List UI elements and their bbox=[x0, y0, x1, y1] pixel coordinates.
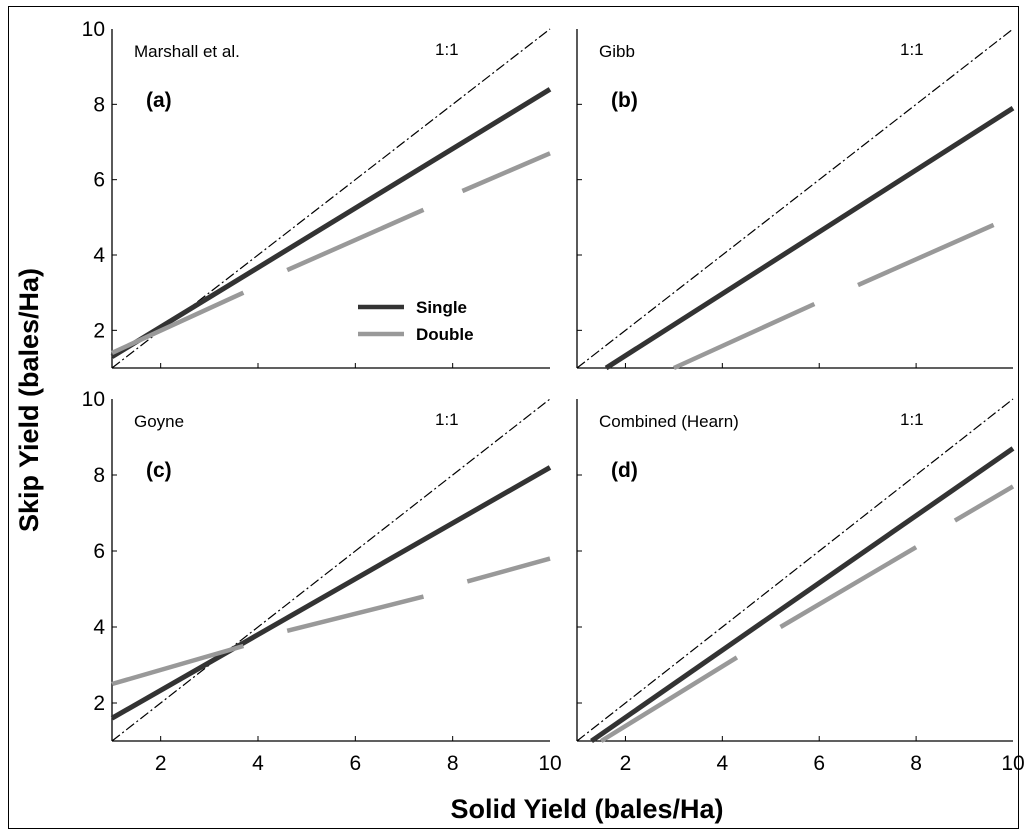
x-axis-label: Solid Yield (bales/Ha) bbox=[450, 794, 723, 824]
panel-d-xtick-label: 4 bbox=[716, 752, 728, 775]
panel-c-xtick-label: 4 bbox=[252, 752, 264, 775]
panel-c-double-line-segment-2 bbox=[286, 594, 425, 633]
panel-c-xtick-label: 6 bbox=[349, 752, 361, 775]
legend: Single Double bbox=[358, 298, 474, 344]
panel-b-one-to-one-label: 1:1 bbox=[900, 40, 924, 59]
panel-c-ytick-label: 4 bbox=[93, 616, 105, 639]
panel-a-ytick-label: 10 bbox=[82, 18, 105, 41]
legend-label-double: Double bbox=[416, 325, 474, 344]
panel-c-title: Goyne bbox=[134, 412, 184, 431]
panel-a-single-line-segment-1 bbox=[110, 87, 552, 359]
panel-c-double-line-segment-3 bbox=[466, 556, 551, 584]
panel-b-double-line-segment-1 bbox=[672, 301, 816, 371]
panel-d-double-line-segment-1 bbox=[600, 655, 739, 743]
panel-c-xtick-label: 10 bbox=[538, 752, 561, 775]
panel-a-ytick-label: 6 bbox=[93, 169, 105, 192]
panel-a: 2 4 6 8 10 Marshall et al. 1:1 (a) bbox=[82, 18, 552, 369]
panel-d-title: Combined (Hearn) bbox=[599, 412, 739, 431]
legend-label-single: Single bbox=[416, 298, 467, 317]
panel-c-xtick-label: 2 bbox=[155, 752, 167, 775]
panel-d-one-to-one-label: 1:1 bbox=[900, 410, 924, 429]
panel-d-one-to-one-line bbox=[576, 398, 1014, 742]
panel-c-ytick-label: 10 bbox=[82, 388, 105, 411]
panel-b-title: Gibb bbox=[599, 42, 635, 61]
panel-a-double-line-segment-1 bbox=[111, 290, 245, 355]
panel-a-ytick-label: 8 bbox=[93, 93, 105, 116]
panel-a-ytick-label: 4 bbox=[93, 244, 105, 267]
panel-d-letter: (d) bbox=[611, 459, 638, 482]
y-axis-label: Skip Yield (bales/Ha) bbox=[14, 268, 44, 532]
panel-d-single-line-segment-1 bbox=[590, 446, 1015, 744]
figure-frame bbox=[8, 6, 1019, 829]
panels: 2 4 6 8 10 Marshall et al. 1:1 (a) Gibb 1:1 (b) 2 4 6… bbox=[82, 18, 1024, 775]
panel-b-double-line-segment-2 bbox=[857, 222, 995, 288]
panel-c-letter: (c) bbox=[146, 459, 172, 482]
panel-a-letter: (a) bbox=[146, 89, 172, 112]
panel-d-xtick-label: 2 bbox=[620, 752, 632, 775]
panel-d-xtick-label: 6 bbox=[813, 752, 825, 775]
panel-c-ytick-label: 8 bbox=[93, 464, 105, 487]
panel-a-title: Marshall et al. bbox=[134, 42, 240, 61]
panel-a-one-to-one-label: 1:1 bbox=[435, 40, 459, 59]
panel-c-single-line-segment-1 bbox=[110, 465, 552, 721]
panel-d-xtick-label: 10 bbox=[1001, 752, 1024, 775]
panel-c-ytick-label: 2 bbox=[93, 692, 105, 715]
panel-d-double-line-segment-3 bbox=[953, 484, 1015, 523]
panel-b-one-to-one-line bbox=[576, 28, 1014, 369]
panel-d-double-line-segment-2 bbox=[779, 545, 918, 629]
panel-d-xtick-label: 8 bbox=[910, 752, 922, 775]
panel-c-one-to-one-line bbox=[111, 398, 551, 742]
panel-c-one-to-one-label: 1:1 bbox=[435, 410, 459, 429]
panel-c-double-line-segment-1 bbox=[111, 643, 245, 687]
panel-b-letter: (b) bbox=[611, 89, 638, 112]
panel-c-xtick-label: 8 bbox=[447, 752, 459, 775]
panel-b: Gibb 1:1 (b) bbox=[576, 28, 1015, 371]
panel-a-double-line-segment-3 bbox=[461, 151, 551, 194]
panel-a-double-line-segment-2 bbox=[286, 207, 425, 273]
panel-b-single-line-segment-1 bbox=[604, 105, 1015, 371]
panel-d: 2 4 6 8 10 Combined (Hearn) 1:1 (d) bbox=[576, 398, 1024, 775]
panel-c: 2 4 6 8 10 2 4 6 8 10 Goyne 1:1 (c) bbox=[82, 388, 562, 775]
panel-a-ytick-label: 2 bbox=[93, 319, 105, 342]
panel-c-ytick-label: 6 bbox=[93, 540, 105, 563]
